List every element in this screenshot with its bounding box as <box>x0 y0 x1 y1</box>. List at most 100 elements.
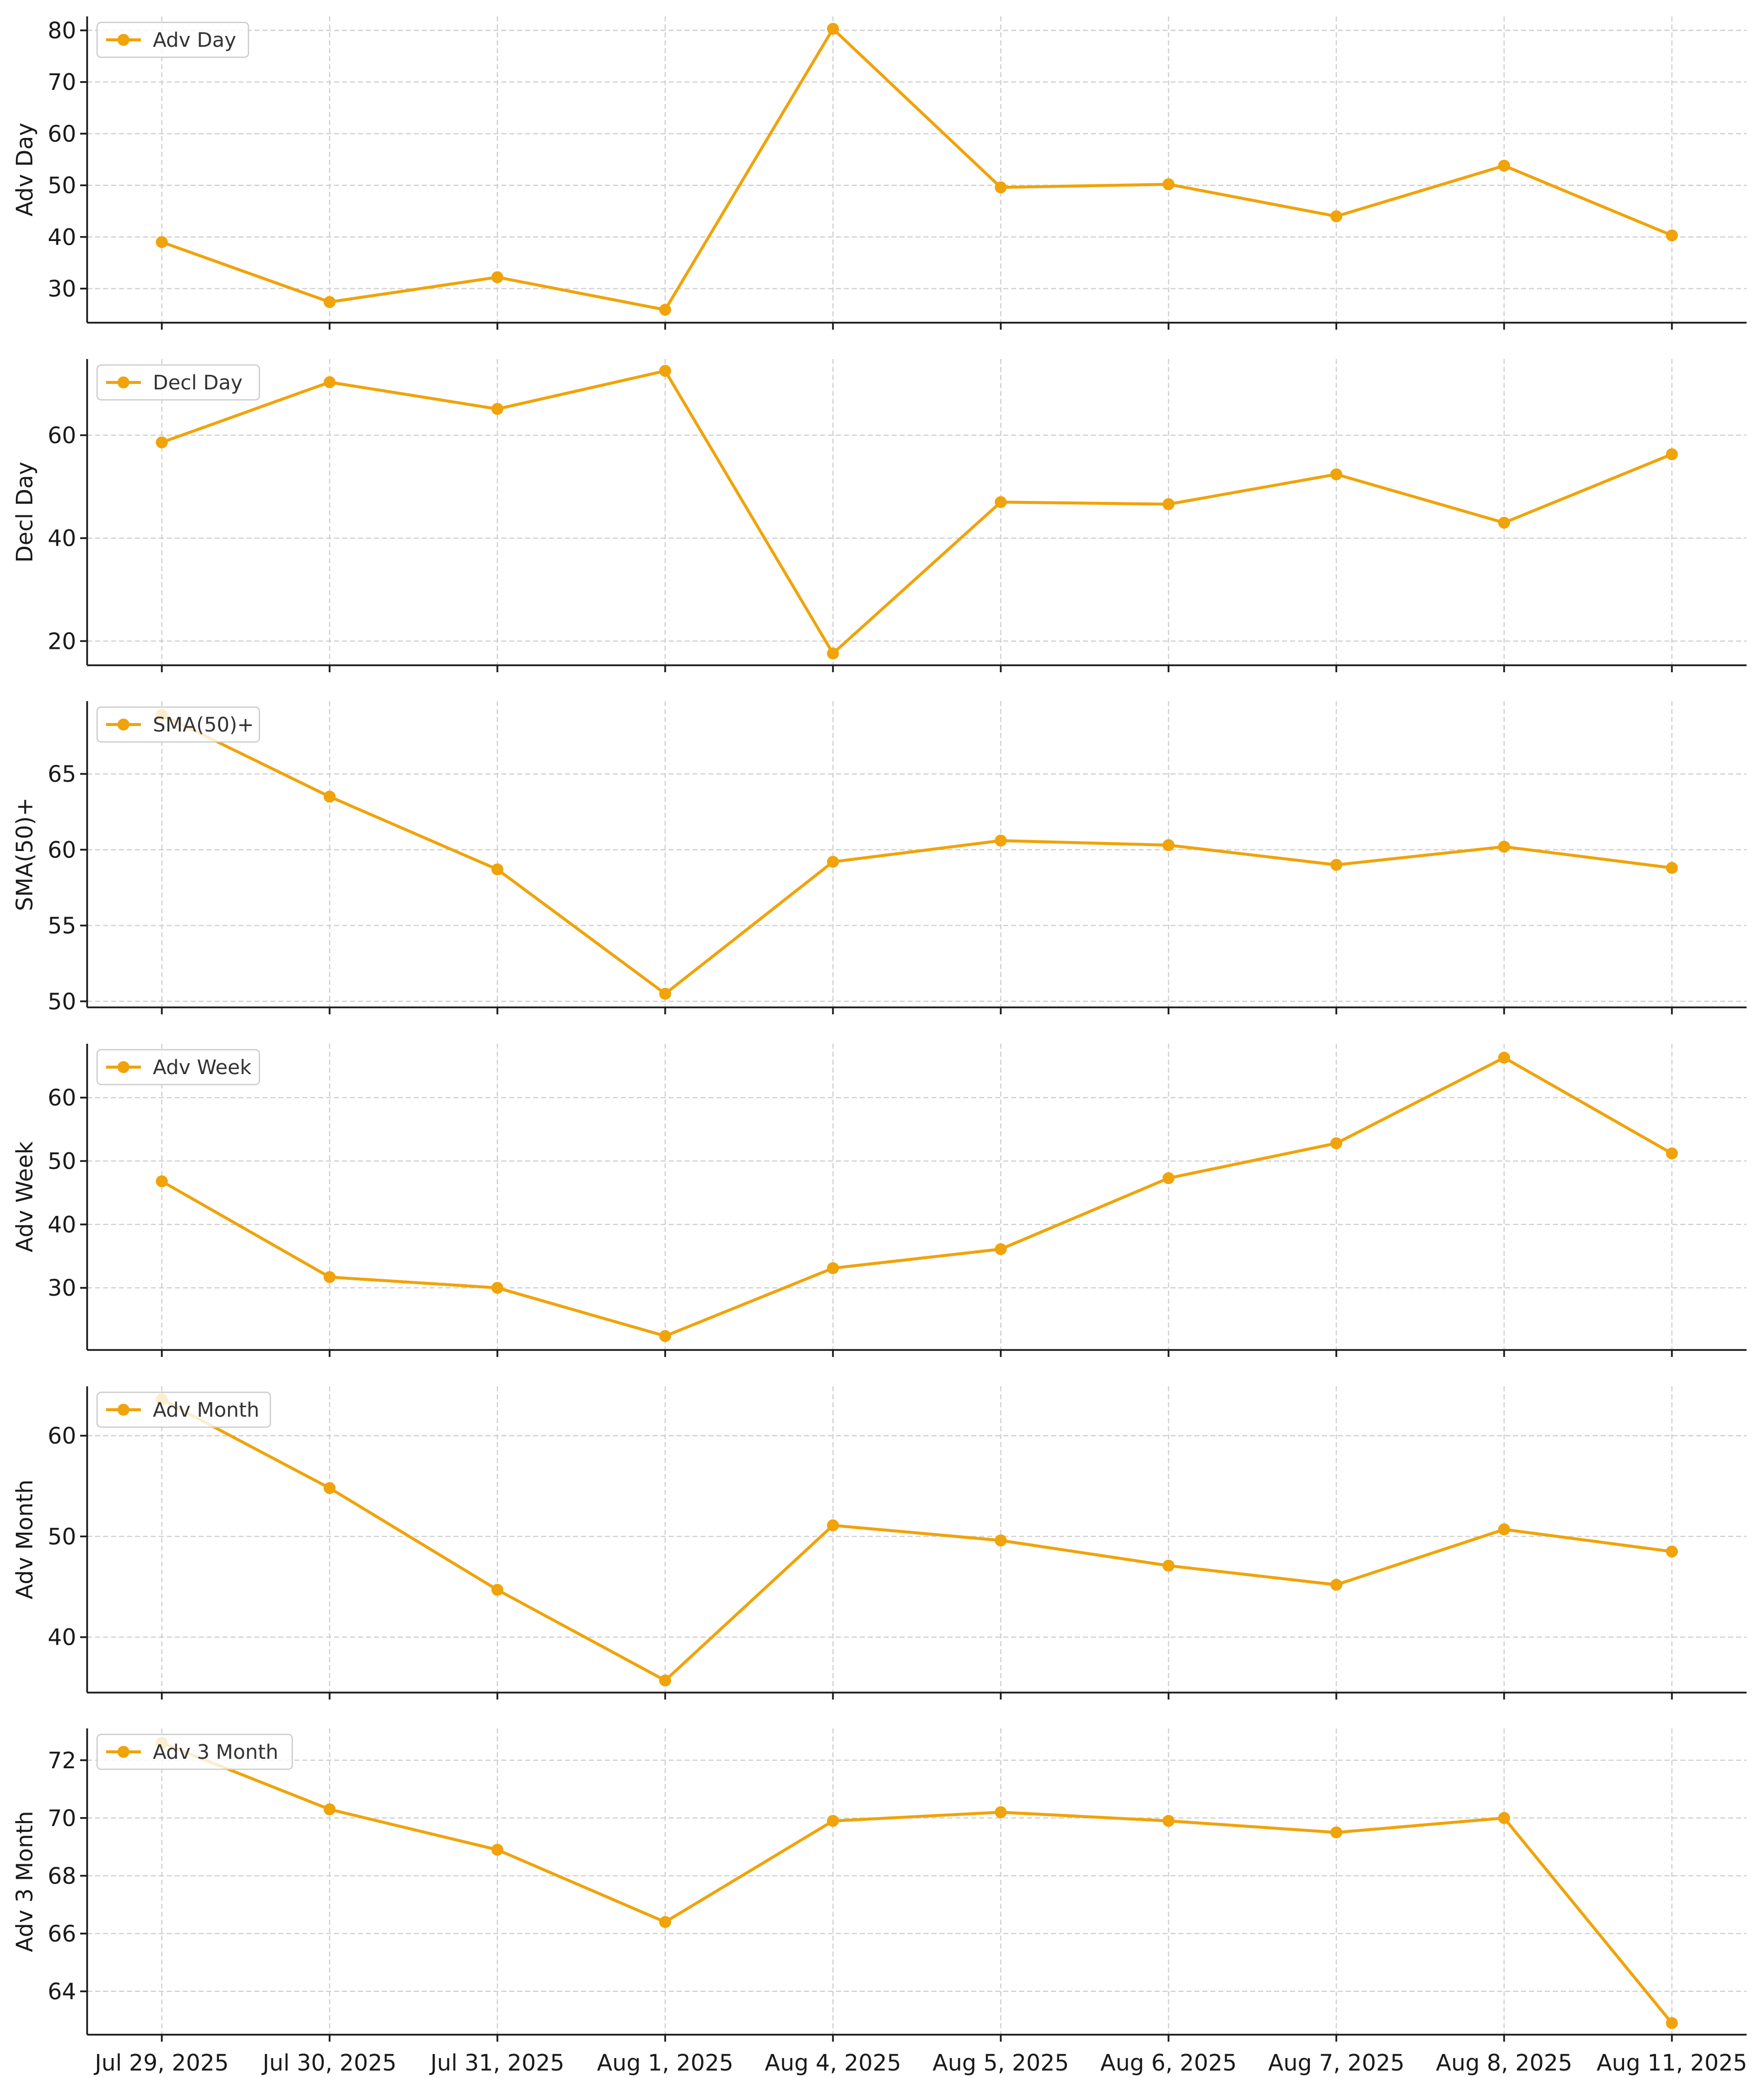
y-tick-label: 30 <box>48 1275 76 1301</box>
data-point <box>1330 858 1342 871</box>
y-tick-label: 60 <box>48 121 76 147</box>
data-point <box>1666 2017 1678 2029</box>
data-point <box>491 863 503 875</box>
legend-point-marker <box>118 1061 129 1073</box>
data-point <box>1330 1826 1342 1838</box>
data-point <box>659 1916 671 1928</box>
data-point <box>156 1175 168 1188</box>
legend-adv-3-month: Adv 3 Month <box>96 1733 293 1770</box>
x-tick-label: Aug 5, 2025 <box>933 2050 1069 2076</box>
data-point <box>1330 210 1342 223</box>
x-tick-label: Jul 31, 2025 <box>429 2050 565 2076</box>
y-tick-label: 70 <box>48 69 76 96</box>
data-point <box>827 647 839 660</box>
legend-label: Adv Day <box>153 29 236 52</box>
legend-adv-month: Adv Month <box>96 1391 271 1428</box>
legend-box <box>96 1049 260 1086</box>
legend-label: Adv 3 Month <box>153 1741 278 1764</box>
data-point <box>827 1519 839 1532</box>
data-point <box>1498 1523 1510 1536</box>
data-point <box>995 1534 1007 1547</box>
y-axis-label: Adv 3 Month <box>11 1811 38 1952</box>
legend-sma-50: SMA(50)+ <box>96 706 260 743</box>
data-point <box>1330 1579 1342 1591</box>
legend-point-marker <box>118 1746 129 1758</box>
data-point <box>1498 159 1510 172</box>
y-tick-label: 60 <box>48 422 76 449</box>
data-point <box>995 1243 1007 1255</box>
data-point <box>659 365 671 377</box>
series-line-adv-day <box>160 27 1673 312</box>
data-point <box>491 1282 503 1294</box>
data-point <box>491 271 503 283</box>
data-point <box>156 236 168 248</box>
data-point <box>659 987 671 1000</box>
legend-point-marker <box>118 719 129 731</box>
panel-adv-month: 40 50 60 Adv Month Adv Month <box>11 1386 1747 1700</box>
y-tick-label: 30 <box>48 276 76 302</box>
y-tick-label: 70 <box>48 1805 76 1832</box>
data-point <box>1498 516 1510 529</box>
legend-box <box>96 1733 293 1770</box>
x-tick-label: Aug 4, 2025 <box>765 2050 901 2076</box>
y-tick-label: 40 <box>48 525 76 552</box>
data-point <box>827 1815 839 1827</box>
y-tick-label: 64 <box>48 1978 76 2005</box>
x-tick-label: Aug 6, 2025 <box>1100 2050 1237 2076</box>
data-point <box>1330 468 1342 481</box>
legend-adv-week: Adv Week <box>96 1049 260 1086</box>
panel-sma-50: 50 55 60 65 SMA(50)+ SMA(50)+ <box>11 701 1747 1015</box>
legend-label: Adv Month <box>153 1399 259 1422</box>
legend-adv-day: Adv Day <box>96 21 249 58</box>
data-point <box>491 403 503 415</box>
data-point <box>324 296 336 308</box>
y-tick-label: 68 <box>48 1863 76 1889</box>
data-point <box>1666 1147 1678 1160</box>
data-point <box>1666 229 1678 242</box>
y-tick-label: 72 <box>48 1747 76 1774</box>
panel-decl-day: 20 40 60 Decl Day Decl Day <box>11 359 1747 672</box>
data-point <box>827 856 839 868</box>
y-tick-label: 60 <box>48 1423 76 1449</box>
data-point <box>1498 841 1510 853</box>
data-point <box>827 1262 839 1274</box>
data-point <box>324 376 336 388</box>
data-point <box>995 181 1007 194</box>
y-tick-label: 40 <box>48 224 76 250</box>
data-point <box>659 304 671 316</box>
data-point <box>1163 498 1175 510</box>
data-point <box>1163 178 1175 191</box>
data-point <box>1666 448 1678 461</box>
data-point <box>995 835 1007 847</box>
y-axis-label: Adv Day <box>11 122 38 216</box>
legend-decl-day: Decl Day <box>96 364 260 401</box>
panel-adv-week: 30 40 50 60 Adv Week Adv Week <box>11 1044 1747 1357</box>
data-point <box>324 1271 336 1283</box>
series-line-adv-week <box>160 1056 1673 1338</box>
y-tick-label: 40 <box>48 1212 76 1238</box>
x-tick-label: Aug 8, 2025 <box>1436 2050 1572 2076</box>
data-point <box>491 1843 503 1856</box>
legend-label: Adv Week <box>153 1056 252 1079</box>
data-point <box>324 1482 336 1494</box>
panel-adv-day: 30 40 50 60 70 80 Adv Day Adv Day <box>11 16 1747 330</box>
y-tick-label: 40 <box>48 1624 76 1651</box>
y-tick-label: 55 <box>48 913 76 939</box>
y-tick-label: 50 <box>48 172 76 199</box>
data-point <box>1666 861 1678 874</box>
data-point <box>1498 1052 1510 1064</box>
legend-box <box>96 364 260 401</box>
x-tick-label: Aug 11, 2025 <box>1597 2050 1748 2076</box>
data-point <box>1330 1137 1342 1149</box>
data-point <box>827 22 839 35</box>
y-tick-label: 20 <box>48 628 76 654</box>
data-point <box>491 1584 503 1596</box>
legend-box <box>96 706 260 743</box>
x-tick-label: Jul 30, 2025 <box>261 2050 397 2076</box>
x-tick-label: Aug 7, 2025 <box>1268 2050 1405 2076</box>
data-point <box>1163 839 1175 852</box>
data-point <box>156 436 168 449</box>
legend-label: SMA(50)+ <box>153 714 254 736</box>
